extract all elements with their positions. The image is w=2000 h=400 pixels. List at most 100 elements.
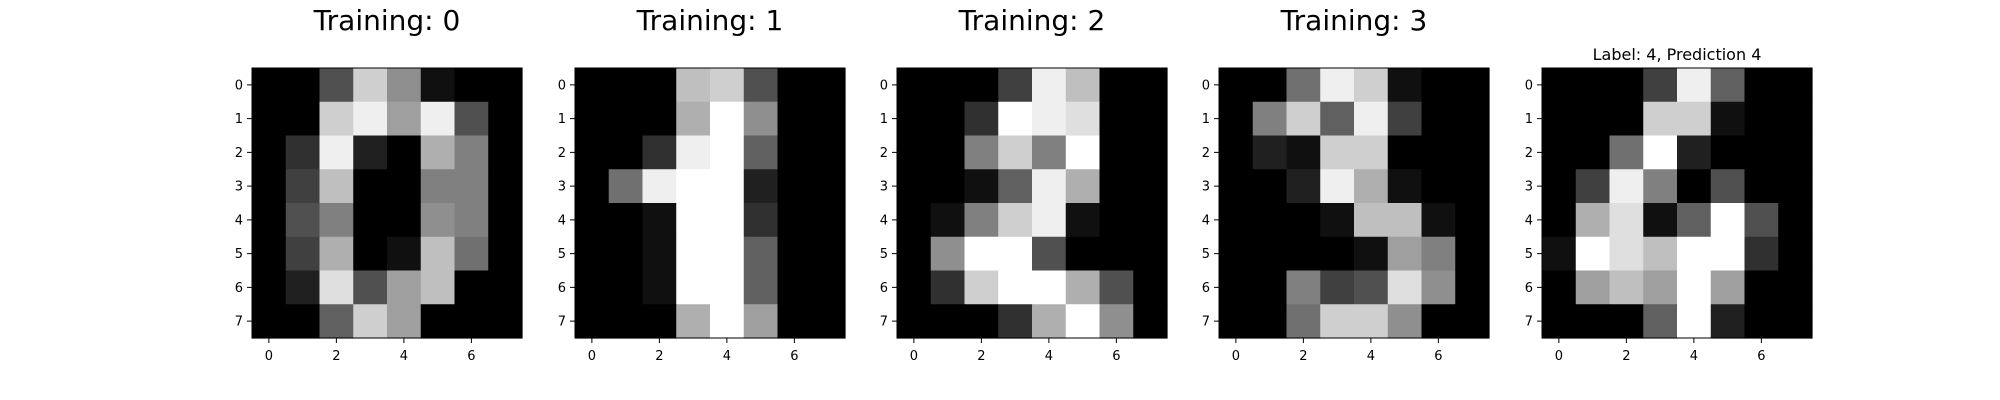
pixel-cell	[319, 68, 354, 103]
y-tick-label: 7	[235, 315, 243, 330]
pixel-cell	[964, 101, 999, 137]
pixel-cell	[387, 304, 422, 339]
pixel-cell	[811, 203, 846, 238]
pixel-cell	[1778, 68, 1813, 103]
pixel-cell	[964, 236, 999, 272]
pixel-cell	[1354, 203, 1389, 238]
x-tick-label: 2	[977, 349, 985, 364]
pixel-cell	[319, 101, 354, 137]
digit-panel-4: Label: 4, Prediction 4 0 1 2 3 4 5 6 7 0 2 4 6	[1525, 45, 1813, 364]
pixel-cell	[811, 236, 846, 272]
pixel-cell	[353, 101, 388, 137]
pixel-cell	[1387, 169, 1423, 204]
pixel-cell	[1609, 135, 1644, 170]
pixel-cell	[964, 68, 999, 103]
pixel-cell	[897, 135, 932, 170]
pixel-cell	[252, 101, 287, 137]
pixel-cell	[1744, 203, 1779, 238]
pixel-cell	[1677, 101, 1712, 137]
pixel-cell	[1643, 68, 1678, 103]
pixel-cell	[1710, 68, 1746, 103]
pixel-cell	[454, 135, 489, 170]
pixel-cell	[252, 270, 287, 305]
pixel-cell	[353, 270, 388, 305]
x-tick-label: 2	[1622, 349, 1630, 364]
pixel-cell	[285, 135, 321, 170]
pixel-cell	[676, 236, 711, 272]
pixel-cell	[743, 68, 779, 103]
pixel-cell	[743, 304, 779, 339]
pixel-cell	[642, 304, 677, 339]
y-tick-label: 0	[1525, 78, 1533, 93]
pixel-cell	[1133, 203, 1168, 238]
pixel-cell	[1099, 304, 1134, 339]
pixel-cell	[1133, 270, 1168, 305]
y-tick-label: 4	[1202, 213, 1210, 228]
pixel-cell	[998, 270, 1033, 305]
pixel-cell	[1677, 68, 1712, 103]
x-tick-label: 0	[910, 349, 918, 364]
pixel-cell	[1219, 236, 1254, 272]
pixel-cell	[1387, 135, 1423, 170]
pixel-cell	[1354, 101, 1389, 137]
pixel-cell	[1710, 135, 1746, 170]
pixel-cell	[743, 270, 779, 305]
y-tick-label: 7	[1525, 315, 1533, 330]
pixel-cell	[1032, 304, 1067, 339]
pixel-cell	[387, 169, 422, 204]
pixel-cell	[1320, 236, 1355, 272]
pixel-cell	[1133, 68, 1168, 103]
pixel-cell	[710, 203, 745, 238]
pixel-cell	[1609, 68, 1644, 103]
pixel-cell	[387, 270, 422, 305]
pixel-cell	[1252, 304, 1288, 339]
y-tick-label: 1	[1525, 112, 1533, 127]
pixel-cell	[1387, 68, 1423, 103]
pixel-cell	[998, 203, 1033, 238]
pixel-cell	[1744, 236, 1779, 272]
x-tick-label: 0	[265, 349, 273, 364]
pixel-cell	[1219, 101, 1254, 137]
pixel-cell	[454, 169, 489, 204]
pixel-cell	[1744, 270, 1779, 305]
pixel-cell	[353, 68, 388, 103]
y-tick-label: 3	[1202, 180, 1210, 195]
pixel-cell	[930, 169, 966, 204]
pixel-cell	[897, 169, 932, 204]
pixel-cell	[777, 135, 812, 170]
pixel-cell	[1320, 169, 1355, 204]
pixel-cell	[1643, 236, 1678, 272]
pixel-cell	[897, 68, 932, 103]
pixel-cell	[1252, 68, 1288, 103]
y-tick-label: 1	[1202, 112, 1210, 127]
pixel-cell	[608, 135, 644, 170]
pixel-cell	[897, 236, 932, 272]
pixel-cell	[1455, 236, 1490, 272]
axes-frame	[1541, 67, 1813, 339]
pixel-cell	[1032, 203, 1067, 238]
pixel-cell	[676, 169, 711, 204]
pixel-cell	[1421, 304, 1456, 339]
y-tick-label: 5	[1525, 247, 1533, 262]
pixel-cell	[1032, 236, 1067, 272]
pixel-cell	[930, 304, 966, 339]
pixel-cell	[285, 270, 321, 305]
x-tick-label: 6	[790, 349, 798, 364]
y-tick-label: 4	[1525, 213, 1533, 228]
pixel-cell	[1032, 270, 1067, 305]
pixel-cell	[420, 236, 456, 272]
pixel-cell	[811, 68, 846, 103]
pixel-cell	[1542, 270, 1577, 305]
y-tick-label: 6	[235, 281, 243, 296]
pixel-cell	[1133, 101, 1168, 137]
pixel-cell	[1133, 135, 1168, 170]
x-tick-label: 4	[723, 349, 731, 364]
pixel-cell	[1744, 304, 1779, 339]
pixel-cell	[1320, 135, 1355, 170]
pixel-cell	[1609, 270, 1644, 305]
pixel-cell	[1219, 203, 1254, 238]
pixel-cell	[964, 203, 999, 238]
pixel-cell	[930, 236, 966, 272]
pixel-cell	[1744, 101, 1779, 137]
y-tick-label: 4	[235, 213, 243, 228]
